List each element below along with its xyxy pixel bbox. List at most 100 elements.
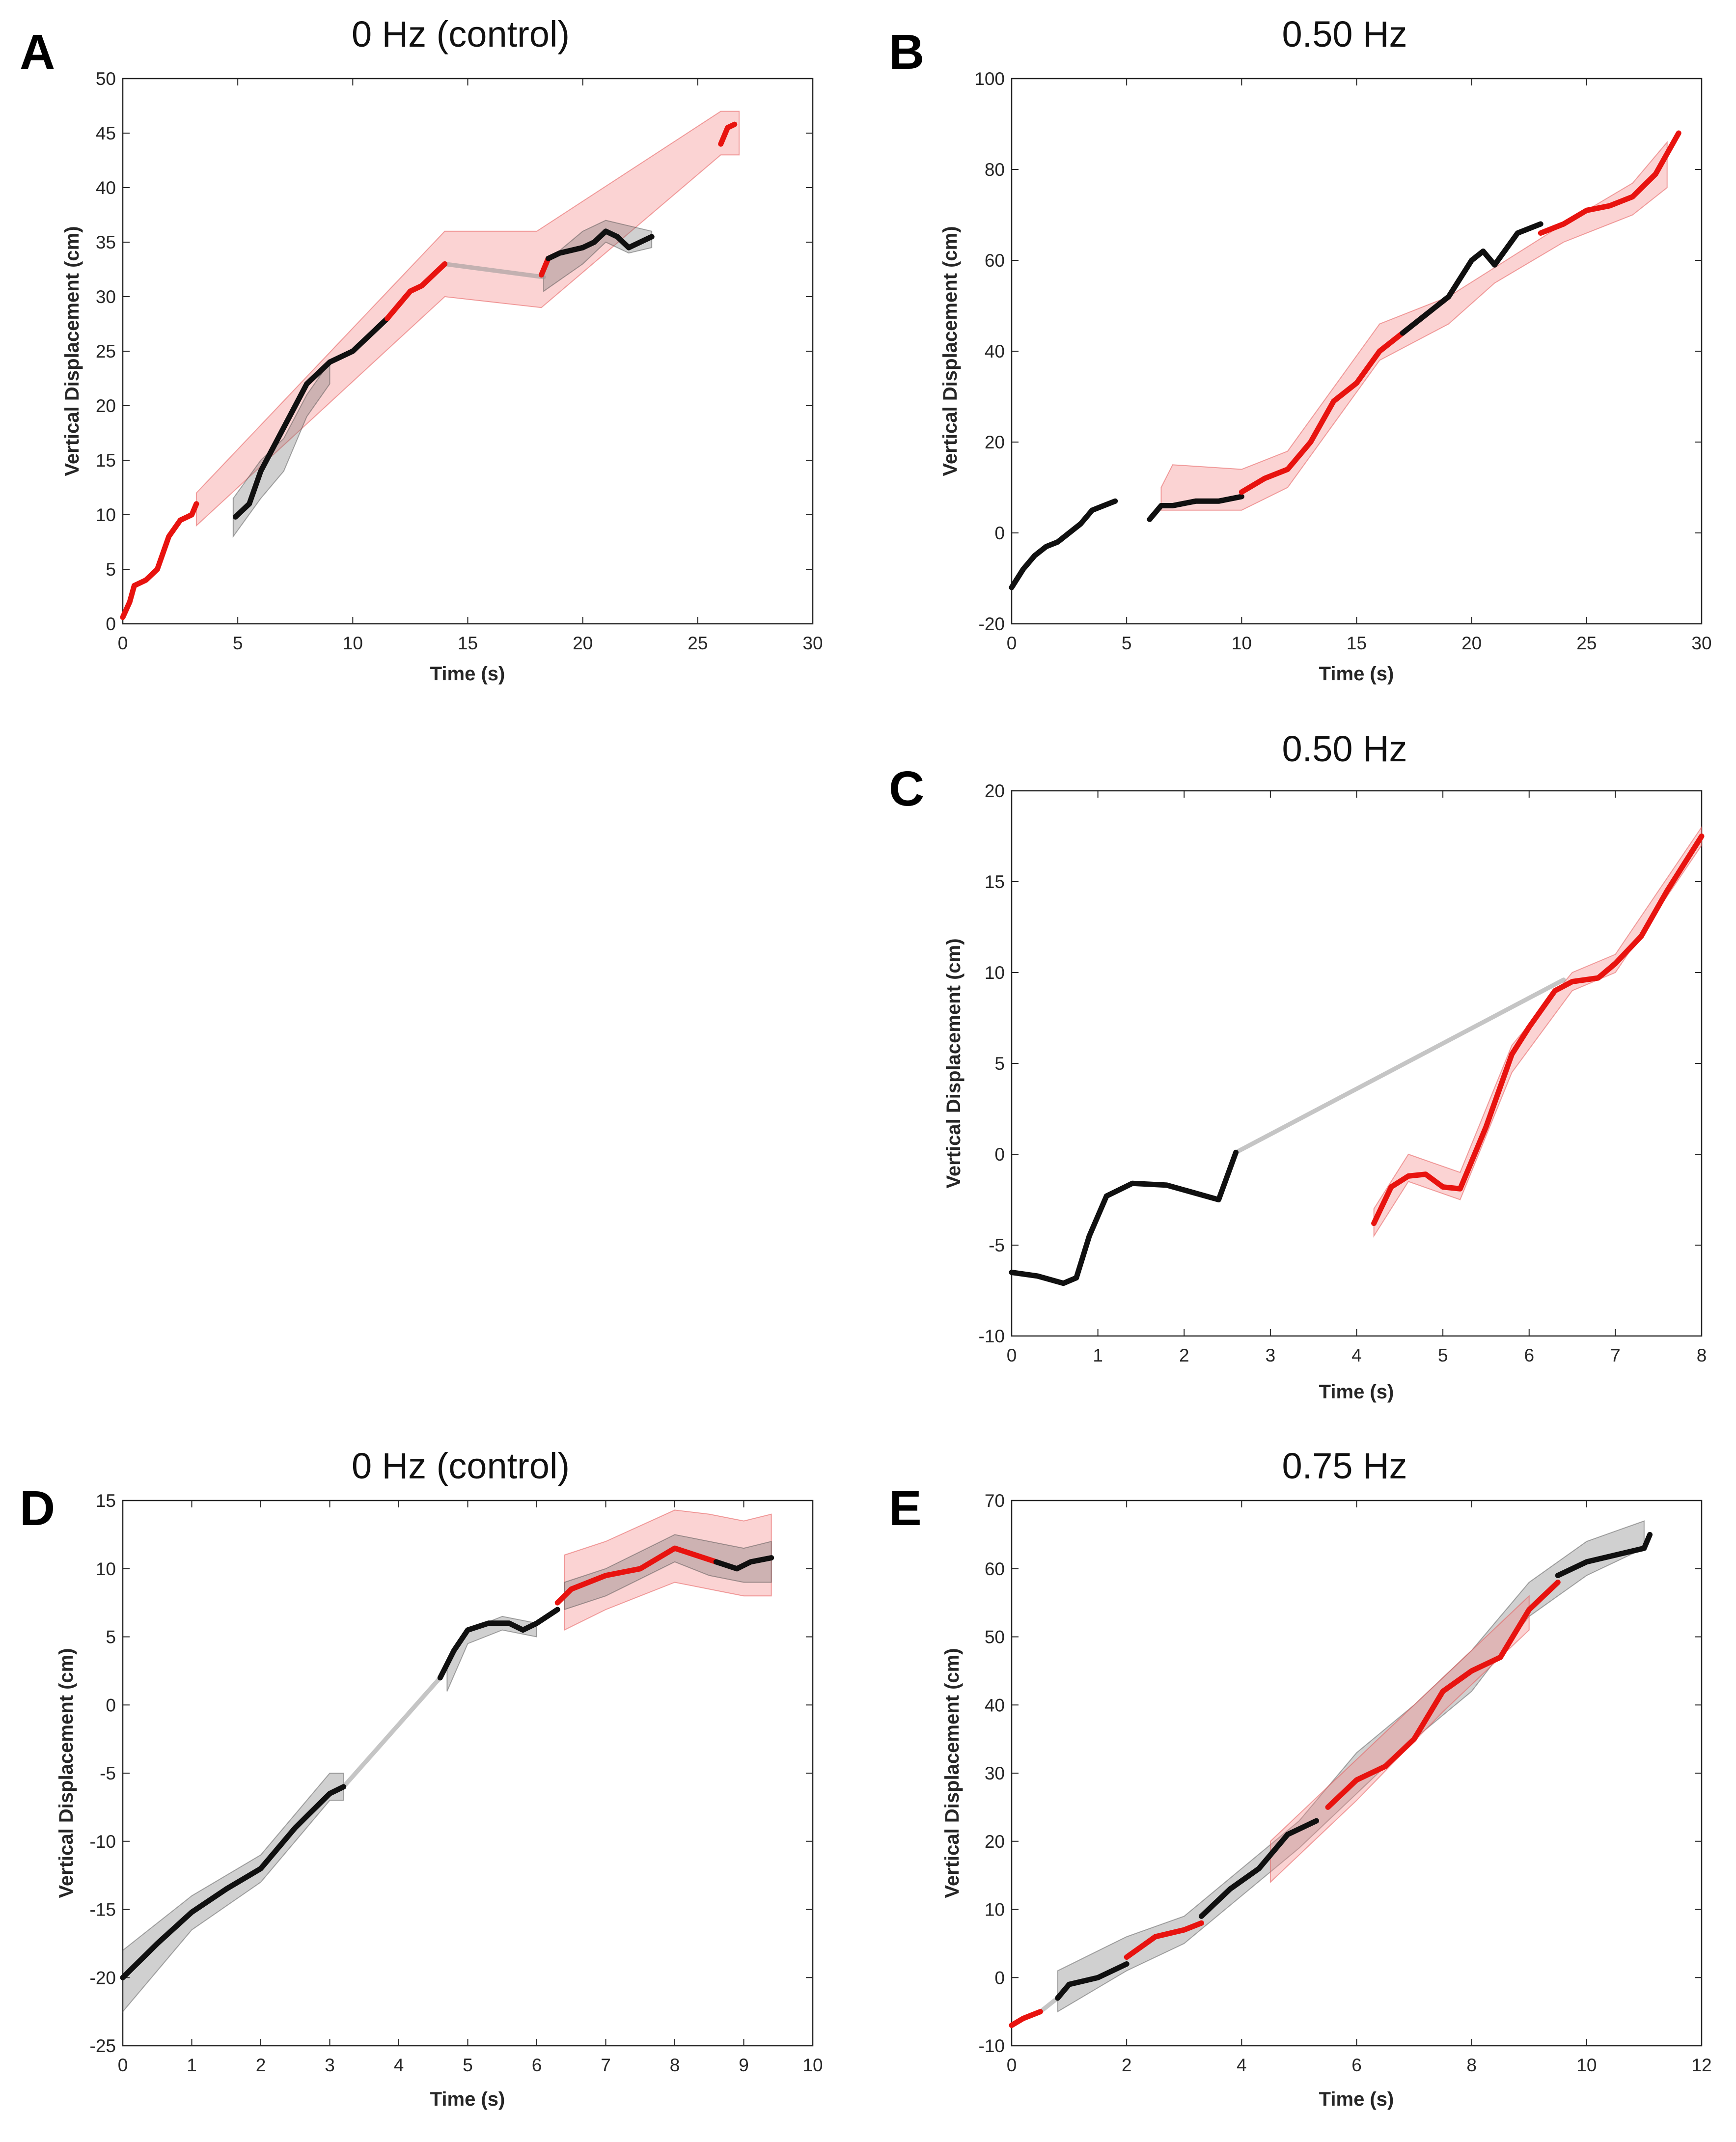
data-point <box>281 425 286 430</box>
data-point <box>1469 258 1474 263</box>
trajectory-segment-1 <box>120 1784 347 1980</box>
data-point <box>1469 1668 1474 1673</box>
data-point <box>1089 507 1095 513</box>
y-tick-label: 0 <box>106 614 116 634</box>
data-point <box>1009 1270 1014 1275</box>
y-tick-label: 5 <box>994 1054 1005 1074</box>
data-point <box>1227 1886 1233 1892</box>
data-point <box>1124 1961 1130 1967</box>
plot-frame <box>1011 78 1703 625</box>
y-tick-label: 5 <box>106 559 116 580</box>
data-point <box>1095 1975 1101 1980</box>
data-point <box>1104 1194 1109 1199</box>
y-tick-label: 10 <box>985 963 1005 983</box>
data-point <box>1233 1150 1239 1155</box>
y-tick-label: -20 <box>979 614 1005 634</box>
data-point <box>1055 539 1060 545</box>
data-point <box>1112 499 1118 504</box>
data-point <box>1584 208 1589 213</box>
data-point <box>592 240 597 245</box>
chart-title: 0.50 Hz <box>1282 14 1407 55</box>
data-point <box>155 1941 160 1946</box>
data-point <box>1440 1184 1446 1190</box>
x-tick-label: 0 <box>118 633 128 653</box>
panel-label: E <box>889 1481 922 1536</box>
tick-layer: 0 1 2 3 4 5 6 7 8 9 10 -25 -20 -15 -10 -5 0 5 10 15 <box>90 1491 823 2075</box>
panel-label: C <box>889 761 924 816</box>
data-point <box>1483 1124 1488 1130</box>
y-tick-label: 0 <box>994 1144 1005 1165</box>
x-tick-label: 2 <box>256 2055 266 2075</box>
x-tick-label: 15 <box>458 633 478 653</box>
panel-d: D 0 Hz (control) 0 1 2 3 4 5 6 7 8 9 10 -25 -20 -15 -1… <box>20 1446 823 2110</box>
y-tick-label: 80 <box>985 160 1005 180</box>
chart-title: 0 Hz (control) <box>352 14 570 55</box>
plot-frame <box>1011 790 1703 1337</box>
data-point <box>1164 1182 1170 1188</box>
y-tick-label: 25 <box>96 341 116 362</box>
y-tick-label: 15 <box>96 1491 116 1511</box>
data-point <box>1153 1934 1158 1939</box>
data-point <box>1314 1818 1319 1824</box>
data-point <box>1446 294 1451 299</box>
data-point <box>1038 2009 1043 2014</box>
data-point <box>546 256 551 261</box>
data-point <box>1383 1764 1388 1769</box>
y-tick-label: 50 <box>96 69 116 89</box>
x-tick-label: 25 <box>1576 633 1597 653</box>
x-tick-label: 0 <box>1007 2055 1017 2075</box>
trajectory-segment-4 <box>1400 221 1543 336</box>
data-point <box>1400 331 1405 335</box>
y-tick-label: 40 <box>96 178 116 198</box>
data-point <box>734 1566 740 1571</box>
data-point <box>1498 1655 1503 1660</box>
trajectory-segment-3 <box>1239 330 1405 495</box>
x-tick-label: 2 <box>1122 2055 1132 2075</box>
data-point <box>1552 988 1558 993</box>
x-tick-label: 3 <box>1266 1345 1276 1365</box>
data-point <box>714 1559 719 1564</box>
data-point <box>1170 503 1175 508</box>
data-point <box>506 1620 512 1626</box>
y-tick-label: 10 <box>96 505 116 525</box>
y-tick-label: 60 <box>985 250 1005 271</box>
y-tick-label: 0 <box>106 1695 116 1715</box>
red-confidence-band <box>1269 1594 1530 1884</box>
data-point <box>1216 1197 1221 1202</box>
y-tick-label: 0 <box>994 1968 1005 1988</box>
y-axis-label: Vertical Displacement (cm) <box>55 1648 77 1898</box>
data-point <box>725 125 730 130</box>
data-point <box>1647 1532 1653 1537</box>
data-point <box>1555 1573 1561 1578</box>
data-point <box>1613 1553 1618 1558</box>
y-tick-label: 70 <box>985 1491 1005 1511</box>
data-point <box>1584 1559 1589 1564</box>
data-point <box>614 234 620 239</box>
y-tick-label: 20 <box>985 781 1005 801</box>
data-point <box>293 403 298 408</box>
panel-label: B <box>889 25 924 80</box>
x-axis-label: Time (s) <box>430 2088 505 2110</box>
data-point <box>1199 1914 1204 1919</box>
x-tick-label: 6 <box>1524 1345 1534 1365</box>
x-tick-label: 5 <box>233 633 243 653</box>
y-tick-label: 5 <box>106 1627 116 1647</box>
data-point <box>193 501 199 506</box>
x-tick-label: 8 <box>1466 2055 1477 2075</box>
x-tick-label: 2 <box>1179 1345 1189 1365</box>
data-point <box>1538 222 1543 226</box>
x-tick-label: 30 <box>802 633 823 653</box>
data-point <box>1607 203 1612 208</box>
x-tick-label: 0 <box>1007 1345 1017 1365</box>
data-point <box>1423 1171 1428 1177</box>
data-point <box>1561 222 1566 226</box>
x-axis-label: Time (s) <box>430 663 505 685</box>
x-tick-label: 20 <box>1461 633 1482 653</box>
y-axis-label: Vertical Displacement (cm) <box>939 226 961 476</box>
data-point <box>1256 1866 1262 1871</box>
x-tick-label: 4 <box>1351 1345 1362 1365</box>
gray-confidence-band <box>543 220 653 292</box>
panel-a: A 0 Hz (control) 0 5 10 15 20 25 30 0 5 10 15 20 25 3… <box>20 14 823 685</box>
